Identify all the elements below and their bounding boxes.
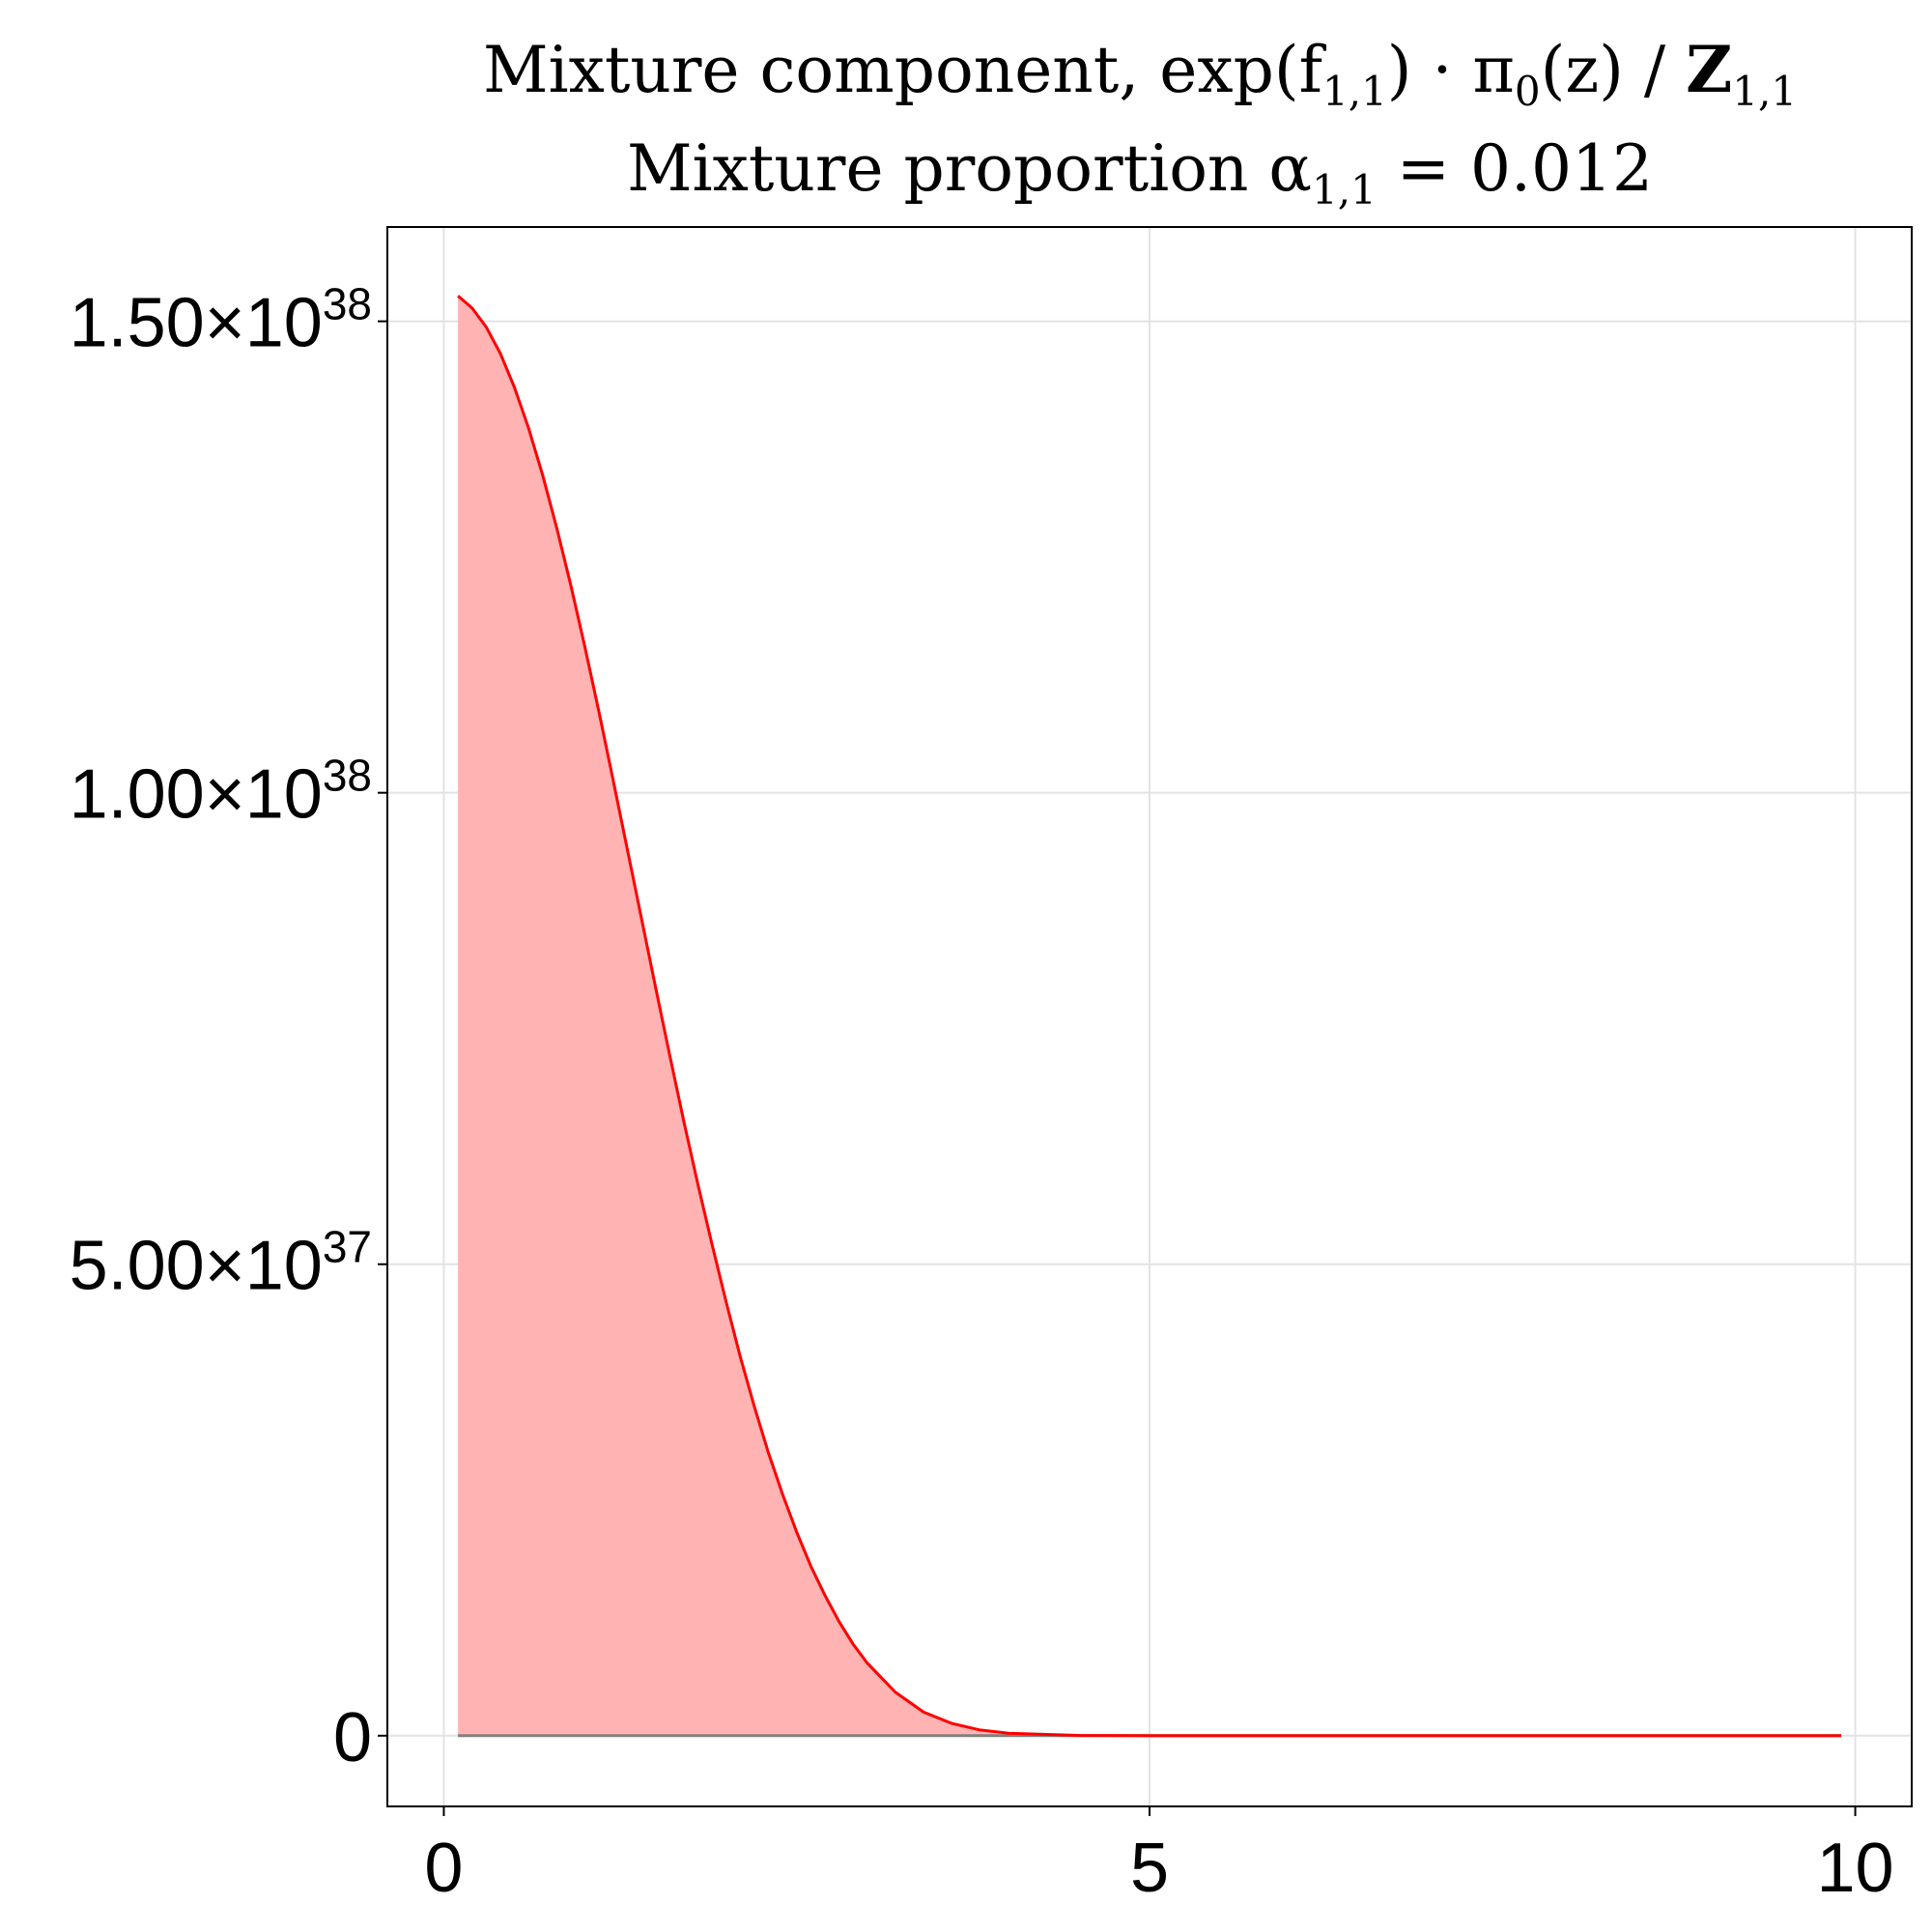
x-tick-label: 5 [1130,1830,1169,1907]
y-tick-label: 1.50×1038 [70,279,372,362]
area-fill [458,296,1841,1736]
density-line [457,295,1841,1738]
y-tick-label: 1.00×1038 [70,751,372,834]
x-tick-label: 0 [424,1830,463,1907]
x-axis: 0 5 10 [424,1806,1894,1907]
y-axis: 0 5.00×1037 1.00×1038 1.50×1038 [70,279,387,1776]
chart-title-line1: Mixture component, exp(f1,1) · π0(z) / Z… [483,32,1797,115]
x-tick-label: 10 [1817,1830,1894,1907]
chart-title-line2: Mixture proportion α1,1 = 0.012 [627,131,1653,213]
plot-area [457,295,1841,1738]
y-tick-label: 0 [333,1699,372,1776]
y-tick-label: 5.00×1037 [70,1222,372,1305]
